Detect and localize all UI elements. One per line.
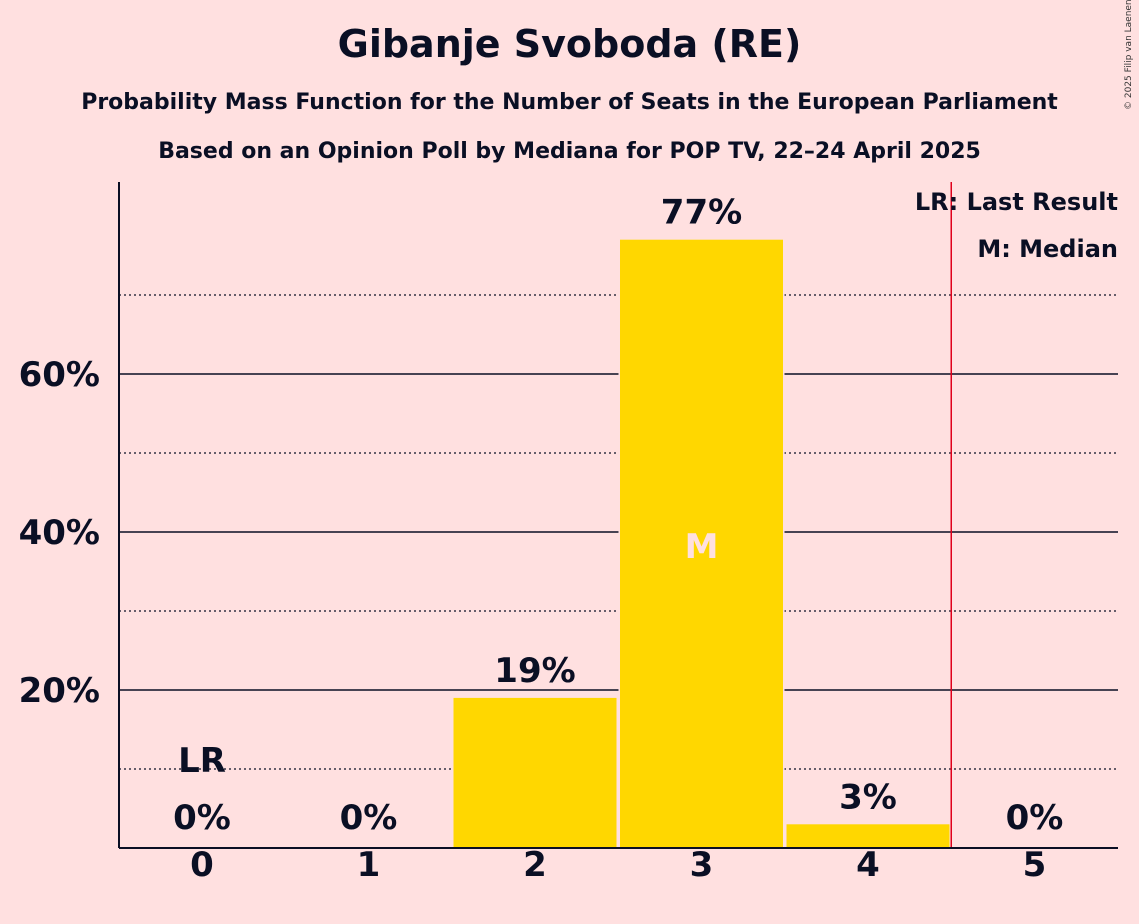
x-tick-label: 0 — [190, 845, 214, 885]
x-tick-label: 1 — [357, 845, 381, 885]
y-tick-label: 60% — [19, 355, 100, 395]
bar-value-label: 19% — [494, 651, 575, 691]
bar — [786, 824, 950, 848]
last-result-marker: LR — [178, 741, 226, 781]
legend-last-result: LR: Last Result — [915, 188, 1118, 216]
x-tick-label: 2 — [523, 845, 547, 885]
chart-title: Gibanje Svoboda (RE) — [337, 22, 802, 66]
bars — [452, 238, 951, 848]
bar-value-label: 77% — [661, 193, 742, 233]
axes — [118, 182, 1118, 849]
bar-value-label: 3% — [839, 777, 897, 817]
legend-median: M: Median — [977, 235, 1118, 263]
bar-value-label: 0% — [340, 798, 398, 838]
bar-value-label: 0% — [1006, 798, 1064, 838]
bar-value-label: 0% — [173, 798, 231, 838]
bar — [620, 239, 783, 848]
x-tick-label: 5 — [1023, 845, 1047, 885]
x-tick-label: 3 — [690, 845, 714, 885]
y-tick-label: 20% — [19, 671, 100, 711]
y-tick-label: 40% — [19, 513, 100, 553]
median-marker: M — [685, 527, 719, 567]
x-tick-label: 4 — [856, 845, 880, 885]
chart-subtitle: Probability Mass Function for the Number… — [81, 90, 1058, 115]
chart-source-line: Based on an Opinion Poll by Mediana for … — [158, 139, 981, 164]
bar — [453, 697, 617, 848]
